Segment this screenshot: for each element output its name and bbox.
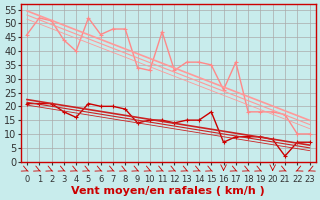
X-axis label: Vent moyen/en rafales ( km/h ): Vent moyen/en rafales ( km/h ) xyxy=(71,186,265,196)
